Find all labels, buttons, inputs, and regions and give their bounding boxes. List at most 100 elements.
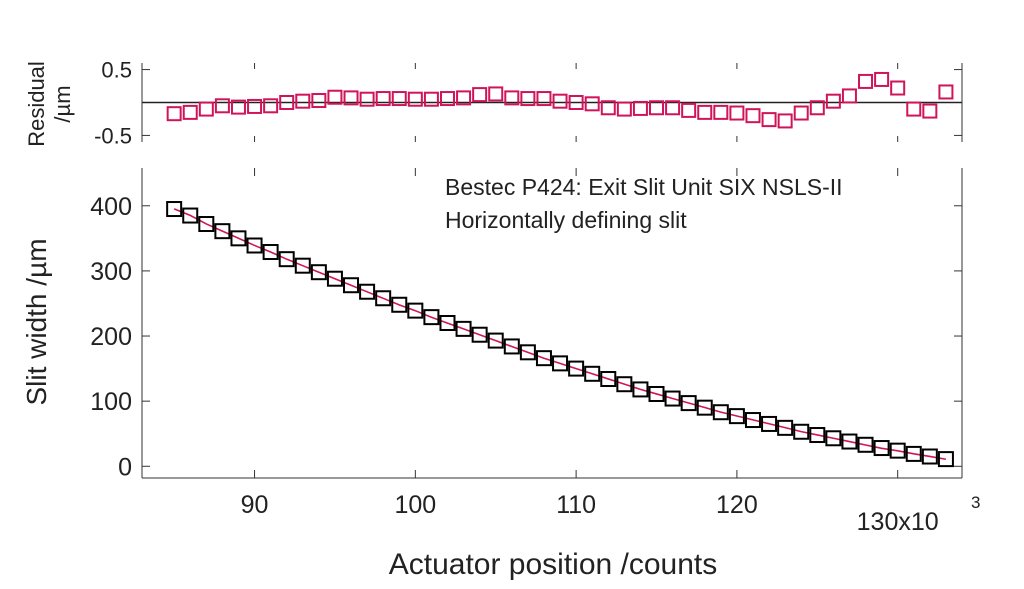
residual-point: [729, 105, 745, 121]
slit-width-point: [182, 207, 199, 224]
residual-point: [230, 99, 246, 115]
residual-point: [359, 91, 375, 107]
residual-point: [584, 96, 600, 112]
slit-width-point: [343, 277, 360, 294]
residual-point: [407, 91, 423, 107]
residual-y-tick-label: -0.5: [94, 123, 132, 148]
main-y-ticks: 0 100 200 300 400: [90, 193, 962, 481]
residual-point: [488, 86, 504, 102]
slit-width-points: [166, 201, 954, 468]
slit-width-point: [391, 296, 408, 313]
slit-width-point: [905, 445, 922, 462]
residual-point: [536, 91, 552, 107]
main-x-tick-label: 120: [716, 491, 758, 519]
slit-width-point: [326, 270, 343, 287]
slit-width-point: [664, 390, 681, 407]
residual-point: [777, 113, 793, 129]
annotation-line-1: Bestec P424: Exit Slit Unit SIX NSLS-II: [445, 174, 843, 200]
slit-width-point: [471, 326, 488, 343]
residual-y-axis-label: Residual/µm: [24, 61, 75, 147]
residual-point: [697, 104, 713, 120]
main-y-tick-label: 0: [118, 453, 132, 481]
slit-width-point: [825, 430, 842, 447]
slit-width-point: [552, 355, 569, 372]
residual-point: [247, 98, 263, 114]
residual-point: [263, 98, 279, 114]
residual-point: [922, 103, 938, 119]
residual-point: [600, 100, 616, 116]
residual-y-label-line: Residual: [24, 61, 49, 147]
residual-point: [439, 91, 455, 107]
slit-width-point: [584, 365, 601, 382]
residual-point: [423, 91, 439, 107]
slit-width-point: [937, 451, 954, 468]
slit-width-point: [166, 201, 183, 218]
residual-point: [825, 93, 841, 109]
residual-point: [391, 91, 407, 107]
slit-width-point: [873, 440, 890, 457]
slit-width-point: [198, 216, 215, 233]
residual-point: [809, 100, 825, 116]
residual-point: [504, 90, 520, 106]
slit-width-point: [230, 230, 247, 247]
residual-point: [793, 105, 809, 121]
residual-point: [327, 89, 343, 105]
residual-point: [552, 93, 568, 109]
slit-width-point: [632, 381, 649, 398]
residual-y-label-line: /µm: [50, 85, 75, 122]
slit-width-point: [503, 338, 520, 355]
slit-width-point: [761, 415, 778, 432]
slit-width-point: [294, 257, 311, 274]
main-y-tick-label: 200: [90, 323, 132, 351]
slit-width-point: [262, 244, 279, 261]
slit-width-point: [728, 408, 745, 425]
residual-point: [198, 101, 214, 117]
residual-point: [745, 108, 761, 124]
slit-width-point: [841, 433, 858, 450]
residual-point: [938, 84, 954, 100]
slit-width-point: [214, 223, 231, 240]
main-x-tick-label: 90: [241, 491, 269, 519]
main-x-tick-label: 110: [556, 491, 596, 519]
slit-width-point: [680, 395, 697, 412]
slit-width-point: [278, 251, 295, 268]
slit-width-point: [921, 448, 938, 465]
slit-width-point: [455, 320, 472, 337]
slit-width-point: [889, 442, 906, 459]
residual-point: [874, 71, 890, 87]
slit-width-point: [359, 283, 376, 300]
residual-point: [568, 95, 584, 110]
slit-width-point: [777, 419, 794, 436]
slit-width-point: [439, 315, 456, 331]
slit-width-point: [600, 371, 617, 388]
slit-width-point: [648, 385, 665, 402]
main-y-tick-label: 300: [90, 258, 132, 286]
residual-point: [375, 91, 391, 107]
slit-width-point: [793, 423, 810, 440]
slit-width-point: [423, 309, 440, 326]
residual-point: [166, 106, 182, 122]
residual-point: [841, 88, 857, 104]
residual-y-tick-label: 0.5: [101, 58, 132, 83]
residual-point: [632, 100, 648, 116]
residual-point: [665, 100, 681, 116]
slit-width-point: [616, 376, 633, 393]
residual-point: [311, 93, 327, 109]
residual-point: [214, 98, 230, 114]
residual-point: [295, 93, 311, 109]
residual-panel: 0.5 -0.5 Residual/µm: [24, 58, 963, 148]
slit-width-point: [535, 350, 552, 367]
slit-width-point: [809, 427, 826, 444]
residual-point: [456, 90, 472, 106]
slit-width-point: [568, 360, 585, 377]
slit-width-point: [375, 290, 392, 307]
slit-width-point: [407, 302, 424, 319]
slit-width-point: [519, 344, 536, 361]
residual-point: [681, 102, 697, 118]
residual-point: [616, 101, 632, 117]
main-y-tick-label: 400: [90, 193, 132, 221]
slit-width-point: [857, 436, 874, 453]
residual-y-ticks: 0.5 -0.5: [94, 58, 962, 148]
residual-point: [472, 87, 488, 103]
